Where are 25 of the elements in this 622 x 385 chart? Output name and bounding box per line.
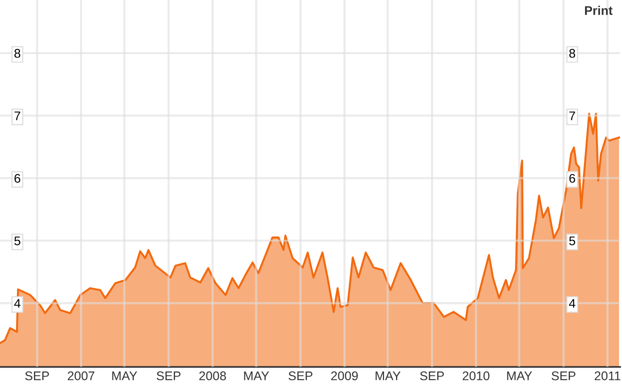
y2-tick-label: 7 [569, 112, 576, 120]
y-tick-label: 5 [14, 236, 20, 246]
y-tick-label: 4 [14, 299, 20, 308]
x-tick-label: 2010 [462, 371, 490, 380]
x-tick-label: SEP [288, 371, 312, 380]
x-tick-label: 2011 [594, 371, 620, 380]
y-tick-label: 8 [14, 48, 20, 58]
y2-tick-label: 8 [569, 48, 576, 58]
x-tick-label: SEP [420, 371, 444, 380]
x-tick-label: MAY [112, 372, 138, 380]
y2-tick-label: 6 [569, 174, 576, 183]
y2-tick-label: 4 [569, 299, 576, 308]
y-tick-label: 6 [14, 174, 20, 183]
y-tick-label: 7 [14, 112, 20, 120]
x-tick-label: MAY [507, 372, 532, 380]
annotation: Print [585, 6, 613, 15]
x-tick-label: 2007 [68, 371, 94, 380]
x-tick-label: 2008 [199, 371, 226, 380]
x-tick-label: SEP [156, 371, 180, 380]
x-tick-label: MAY [244, 372, 270, 380]
x-tick-label: SEP [25, 371, 49, 380]
x-tick-label: 2009 [331, 371, 358, 380]
x-tick-label: MAY [376, 372, 401, 380]
y2-tick-label: 5 [569, 236, 576, 246]
x-tick-label: SEP [552, 371, 576, 380]
